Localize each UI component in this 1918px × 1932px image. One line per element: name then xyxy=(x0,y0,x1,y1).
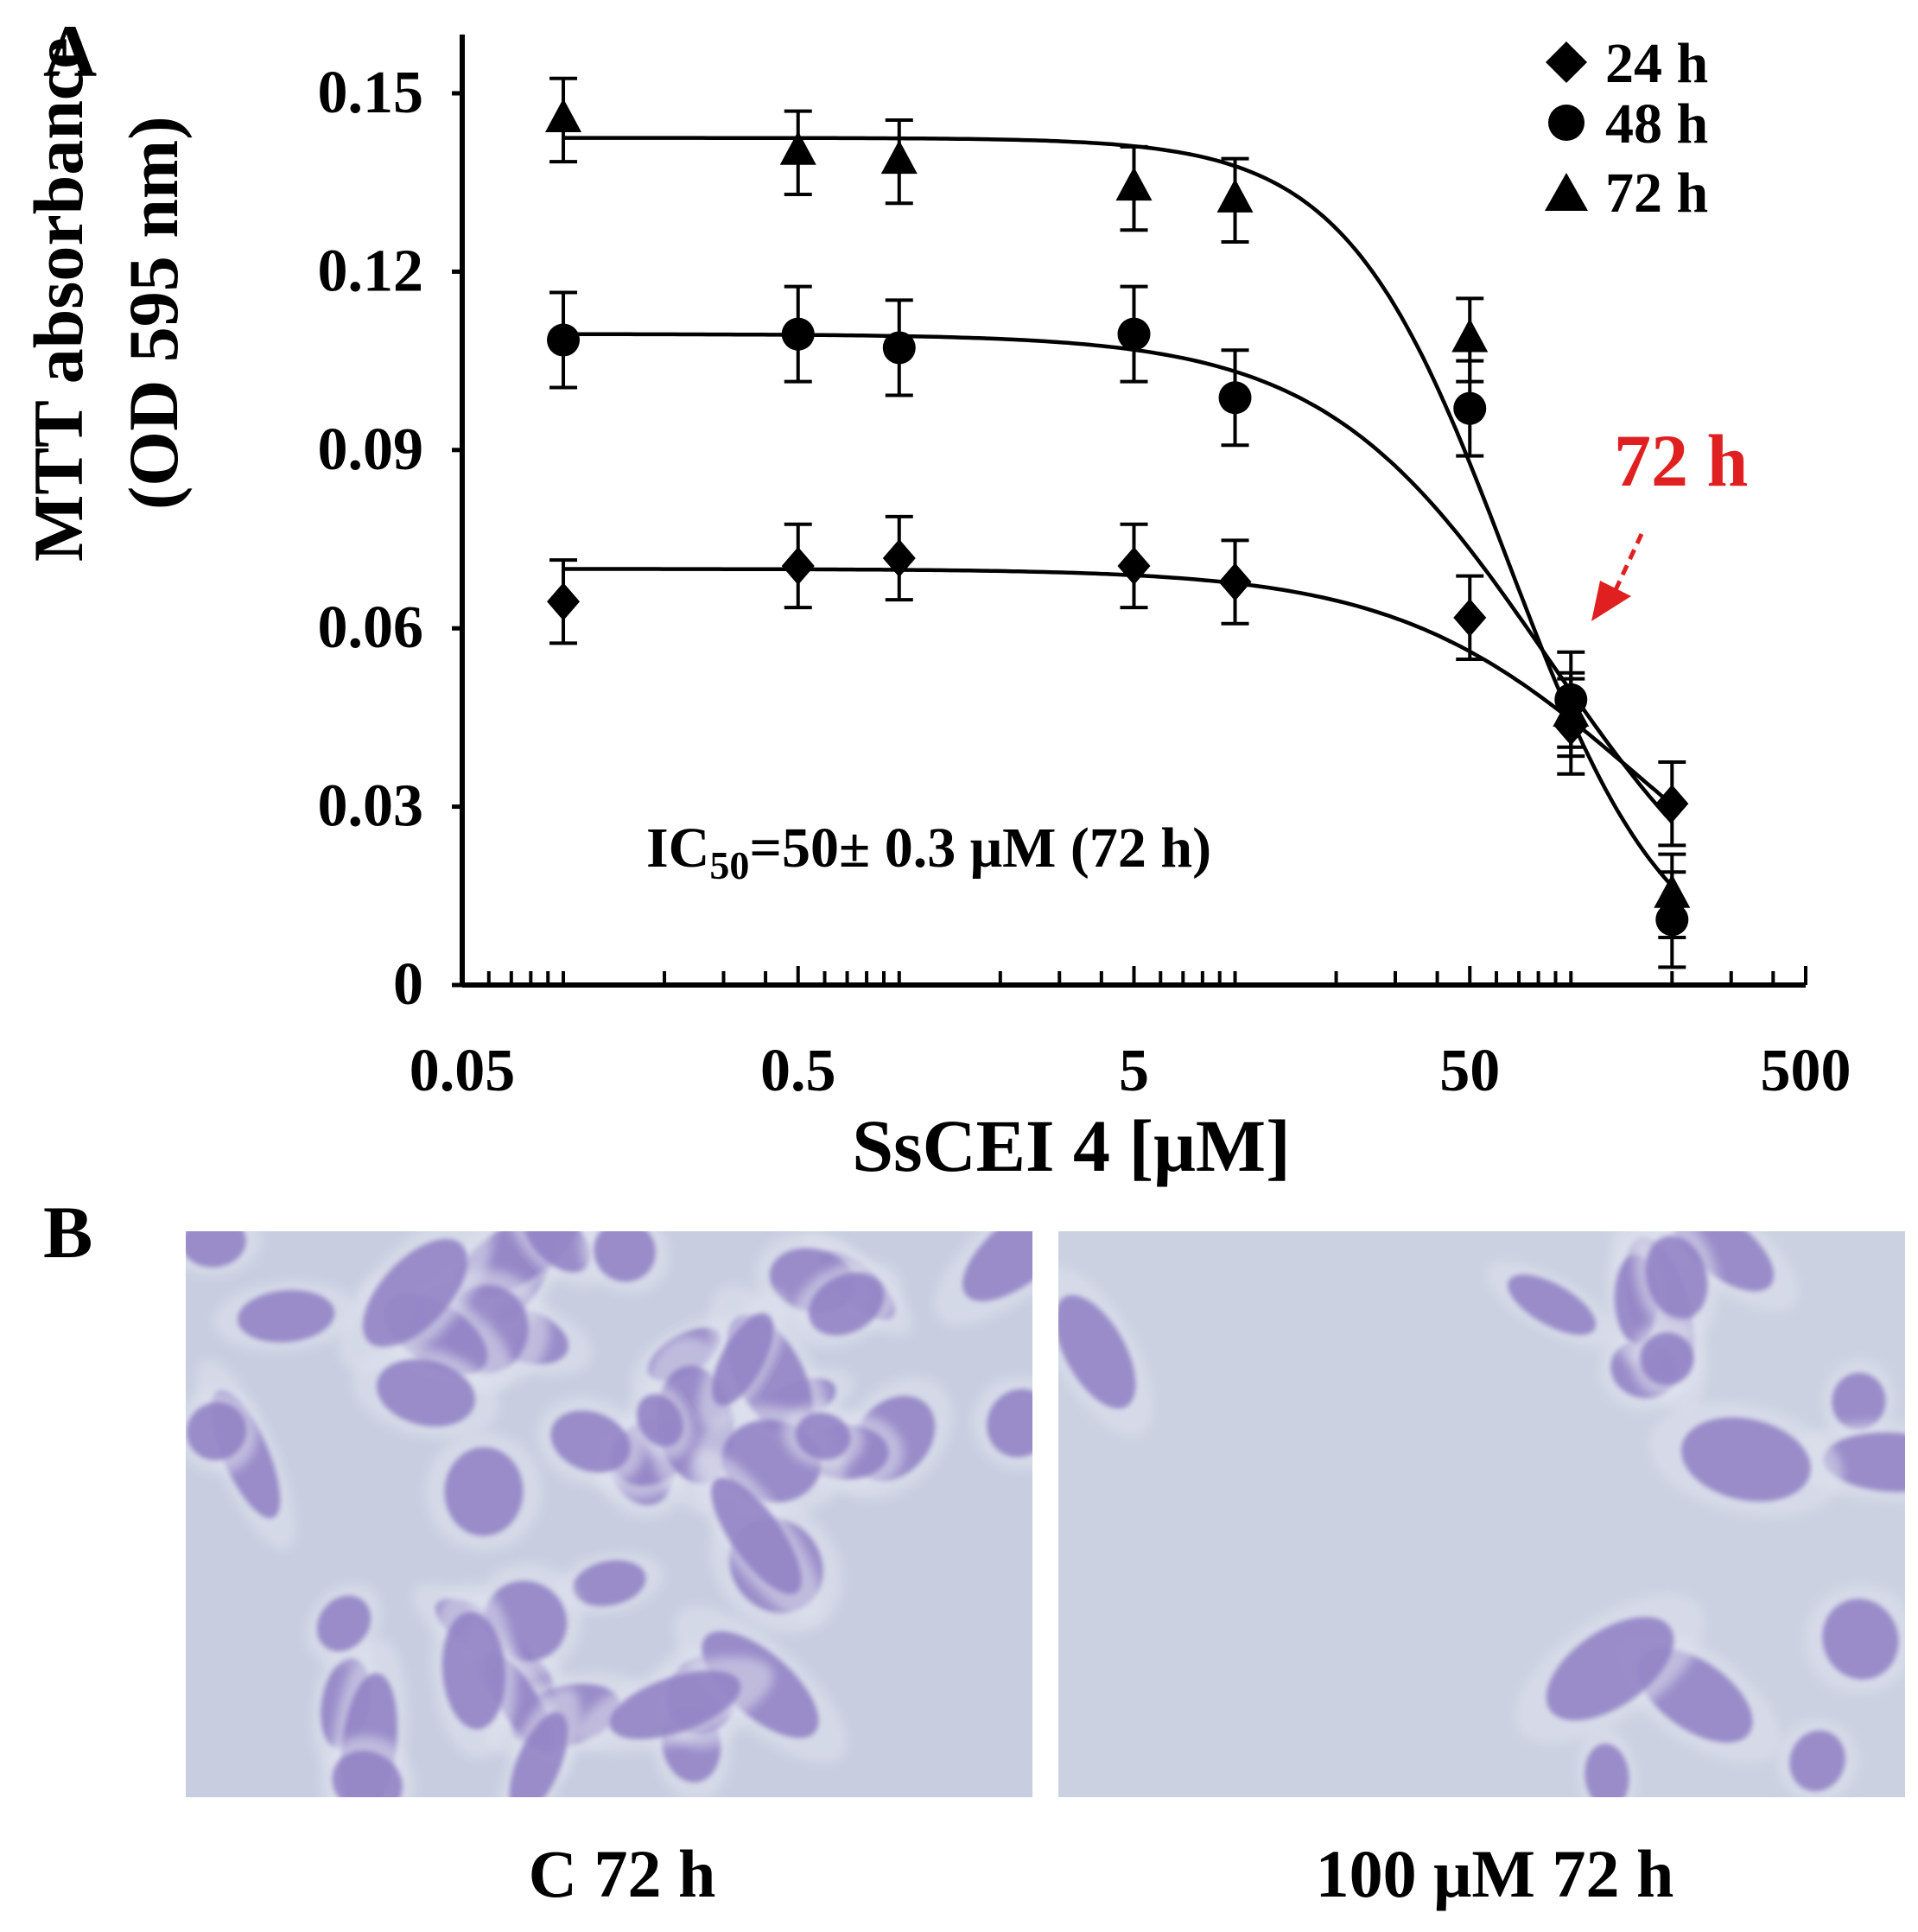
micrograph-caption-control: C 72 h xyxy=(529,1836,716,1911)
data-point-48h xyxy=(882,331,916,365)
cell-nucleus xyxy=(711,1312,774,1406)
legend-label-24h: 24 h xyxy=(1605,32,1708,95)
ic50-value: =50± 0.3 μM (72 h) xyxy=(749,817,1211,880)
micrograph-control xyxy=(186,1231,1032,1797)
data-point-72h xyxy=(779,130,816,165)
cell-nucleus xyxy=(609,1670,741,1739)
y-tick-label: 0.06 xyxy=(318,594,424,661)
cell-nucleus xyxy=(523,1231,591,1273)
cell-nucleus xyxy=(573,1560,646,1606)
data-point-24h xyxy=(547,582,581,621)
cell-nucleus xyxy=(186,1231,246,1268)
panel-a-label: A xyxy=(43,10,97,92)
data-points xyxy=(545,98,1691,937)
data-point-72h xyxy=(1216,178,1254,213)
y-axis-title-line2: (OD 595 nm) xyxy=(114,116,193,510)
y-axis-title-line1: MTT absorbance xyxy=(19,37,98,562)
legend-label-48h: 48 h xyxy=(1605,92,1708,156)
cell-nucleus xyxy=(363,1238,467,1348)
cell-nucleus xyxy=(187,1401,247,1460)
data-point-48h xyxy=(1655,903,1689,937)
legend-marker-24h xyxy=(1546,41,1587,83)
cell-nucleus xyxy=(1640,1332,1694,1385)
cell-nucleus xyxy=(1672,1231,1775,1292)
cell-nucleus xyxy=(1832,1372,1886,1430)
y-ticks: 0 0.03 0.06 0.09 0.12 0.15 xyxy=(318,60,462,1018)
x-tick-label: 0.5 xyxy=(760,1038,836,1104)
cell-nucleus xyxy=(1546,1617,1674,1721)
fit-curve-72h xyxy=(563,136,1673,888)
x-tick-label: 5 xyxy=(1119,1038,1149,1104)
data-point-72h xyxy=(880,140,918,175)
y-tick-label: 0.15 xyxy=(318,60,424,126)
cell-nucleus xyxy=(316,1595,372,1652)
cell-nucleus xyxy=(711,1478,802,1595)
panel-b-label: B xyxy=(43,1191,92,1274)
legend-marker-72h xyxy=(1545,173,1588,211)
cell-nucleus xyxy=(509,1712,568,1797)
cell-nucleus xyxy=(594,1231,656,1282)
cell-nucleus xyxy=(962,1231,1032,1301)
data-point-48h xyxy=(1218,381,1252,415)
data-point-24h xyxy=(1218,562,1252,601)
cell-nucleus xyxy=(1508,1274,1597,1335)
data-point-48h xyxy=(781,317,815,351)
cell-nucleus xyxy=(1789,1730,1845,1792)
data-point-72h xyxy=(1654,874,1691,908)
cell-nucleus xyxy=(1645,1236,1708,1319)
cell-nucleus xyxy=(550,1410,631,1473)
x-axis-title: SsCEI 4 [μM] xyxy=(852,1104,1290,1187)
cell-nucleus xyxy=(444,1446,524,1536)
cell-nucleus xyxy=(1681,1417,1811,1502)
x-tick-label: 0.05 xyxy=(410,1038,516,1104)
data-point-72h xyxy=(1553,692,1590,727)
cell-nucleus xyxy=(1823,1432,1905,1492)
arrow-line xyxy=(1606,532,1644,607)
ic50-annotation: IC50=50± 0.3 μM (72 h) xyxy=(646,817,1211,887)
legend-label-72h: 72 h xyxy=(1605,162,1708,225)
cell-nucleus xyxy=(795,1412,851,1460)
ic50-subscript: 50 xyxy=(709,843,749,887)
ic50-prefix: IC xyxy=(646,817,709,880)
data-point-72h xyxy=(545,98,582,132)
data-point-48h xyxy=(547,323,581,357)
legend-marker-48h xyxy=(1548,105,1585,141)
cell-nucleus xyxy=(637,1394,683,1447)
cell-nucleus xyxy=(377,1359,475,1427)
y-tick-label: 0 xyxy=(393,951,423,1018)
x-tick-label: 500 xyxy=(1761,1038,1851,1104)
arrow-label: 72 h xyxy=(1614,419,1748,502)
micrograph-caption-treated: 100 μM 72 h xyxy=(1316,1836,1674,1911)
y-axis-title: MTT absorbance (OD 595 nm) xyxy=(19,37,193,562)
data-point-72h xyxy=(1451,318,1489,353)
x-ticks: 0.05 0.5 5 50 500 xyxy=(410,966,1851,1104)
data-point-72h xyxy=(1115,167,1153,201)
data-point-48h xyxy=(1117,317,1151,351)
cell-nucleus xyxy=(238,1290,335,1343)
x-tick-label: 50 xyxy=(1439,1038,1500,1104)
fit-curves xyxy=(563,136,1673,888)
data-point-24h xyxy=(1655,785,1689,823)
cell-nucleus xyxy=(332,1751,403,1797)
y-tick-label: 0.03 xyxy=(318,773,424,840)
cell-nucleus xyxy=(987,1389,1032,1458)
cell-nucleus xyxy=(1822,1598,1899,1680)
micrograph-treated xyxy=(1058,1231,1905,1797)
data-point-24h xyxy=(781,546,815,585)
legend: 24 h 48 h 72 h xyxy=(1545,32,1708,225)
cell-nucleus xyxy=(1585,1744,1629,1797)
y-tick-label: 0.12 xyxy=(318,238,424,304)
fit-curve-24h xyxy=(563,567,1673,806)
data-point-48h xyxy=(1453,391,1487,425)
data-point-24h xyxy=(1117,546,1151,585)
cell-nucleus xyxy=(809,1272,885,1336)
cell-nucleus xyxy=(1058,1294,1136,1409)
data-point-24h xyxy=(1453,598,1487,637)
arrow-head xyxy=(1591,581,1631,621)
cell-nucleus xyxy=(441,1611,505,1730)
fit-curve-48h xyxy=(563,332,1673,824)
data-point-24h xyxy=(882,539,916,578)
y-tick-label: 0.09 xyxy=(318,416,424,483)
